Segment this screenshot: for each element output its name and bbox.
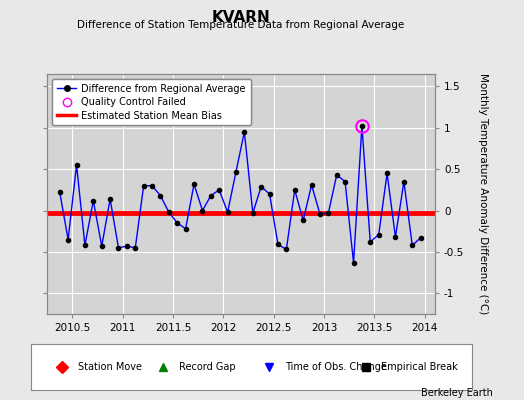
Text: Empirical Break: Empirical Break	[381, 362, 458, 372]
Text: Record Gap: Record Gap	[179, 362, 235, 372]
Text: Berkeley Earth: Berkeley Earth	[421, 388, 493, 398]
Text: Difference of Station Temperature Data from Regional Average: Difference of Station Temperature Data f…	[78, 20, 405, 30]
Y-axis label: Monthly Temperature Anomaly Difference (°C): Monthly Temperature Anomaly Difference (…	[478, 73, 488, 315]
Text: Station Move: Station Move	[78, 362, 141, 372]
Text: KVARN: KVARN	[212, 10, 270, 25]
Legend: Difference from Regional Average, Quality Control Failed, Estimated Station Mean: Difference from Regional Average, Qualit…	[52, 79, 250, 125]
Text: Time of Obs. Change: Time of Obs. Change	[285, 362, 386, 372]
